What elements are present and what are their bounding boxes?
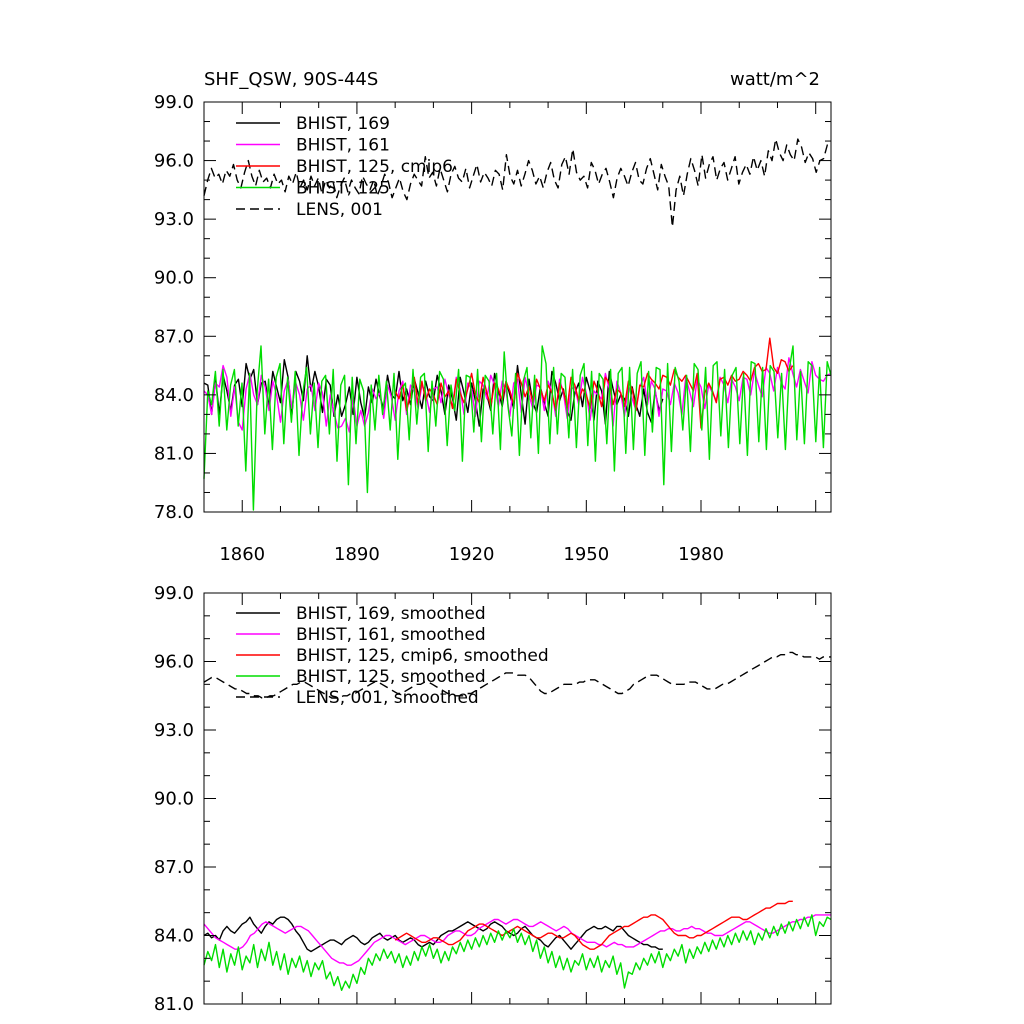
legend-entry: BHIST, 125, smoothed	[296, 667, 486, 687]
top-panel-ticks: 78.0 81.0 84.0 87.0 90.0 93.0 96.0 99.0 1860 1890…	[154, 92, 831, 565]
series-line-1-3	[203, 914, 832, 991]
bottom-panel-ticks: 81.0 84.0 87.0 90.0 93.0 96.0 99.0	[154, 583, 831, 1015]
series-line-1-2	[394, 900, 793, 950]
x-tick-label: 1890	[334, 544, 380, 565]
y-tick-label: 93.0	[154, 720, 194, 741]
x-tick-label: 1920	[449, 544, 495, 565]
y-tick-label: 96.0	[154, 652, 194, 673]
y-tick-label: 78.0	[154, 502, 194, 523]
y-tick-label: 93.0	[154, 209, 194, 230]
y-tick-label: 87.0	[154, 857, 194, 878]
y-tick-label: 96.0	[154, 151, 194, 172]
bottom-panel: 81.0 84.0 87.0 90.0 93.0 96.0 99.0 BHIST, 169,…	[154, 583, 832, 1015]
x-tick-label: 1950	[563, 544, 609, 565]
series-line-0-4	[203, 138, 832, 228]
legend-entry: BHIST, 169	[296, 114, 390, 134]
legend-entry: BHIST, 125, cmip6, smoothed	[296, 646, 549, 666]
y-tick-label: 81.0	[154, 994, 194, 1015]
series-line-1-1	[203, 914, 831, 966]
top-panel-frame	[203, 101, 832, 513]
y-tick-label: 90.0	[154, 268, 194, 289]
legend-entry: LENS, 001	[296, 200, 383, 220]
legend-entry: BHIST, 169, smoothed	[296, 604, 486, 624]
x-tick-label: 1980	[678, 544, 724, 565]
y-tick-label: 99.0	[154, 92, 194, 113]
legend-entry: BHIST, 125	[296, 179, 390, 199]
y-tick-label: 90.0	[154, 789, 194, 810]
x-tick-label: 1860	[219, 544, 265, 565]
series-line-0-2	[394, 337, 794, 429]
y-tick-label: 84.0	[154, 926, 194, 947]
top-panel-units: watt/m^2	[730, 69, 820, 90]
legend-entry: LENS, 001, smoothed	[296, 688, 479, 708]
bottom-panel-series	[203, 651, 832, 991]
y-tick-label: 84.0	[154, 385, 194, 406]
series-line-1-4	[203, 651, 831, 699]
top-panel-series	[203, 138, 832, 511]
y-tick-label: 87.0	[154, 326, 194, 347]
series-line-0-3	[203, 345, 832, 511]
y-tick-label: 81.0	[154, 443, 194, 464]
top-panel: SHF_QSW, 90S-44S watt/m^2 78.0 81.0 84.0 87…	[154, 69, 832, 565]
legend-entry: BHIST, 161	[296, 136, 390, 156]
top-panel-title: SHF_QSW, 90S-44S	[204, 69, 378, 90]
legend-entry: BHIST, 161, smoothed	[296, 625, 486, 645]
series-line-1-0	[203, 916, 663, 953]
legend-entry: BHIST, 125, cmip6	[296, 157, 453, 177]
y-tick-label: 99.0	[154, 583, 194, 604]
